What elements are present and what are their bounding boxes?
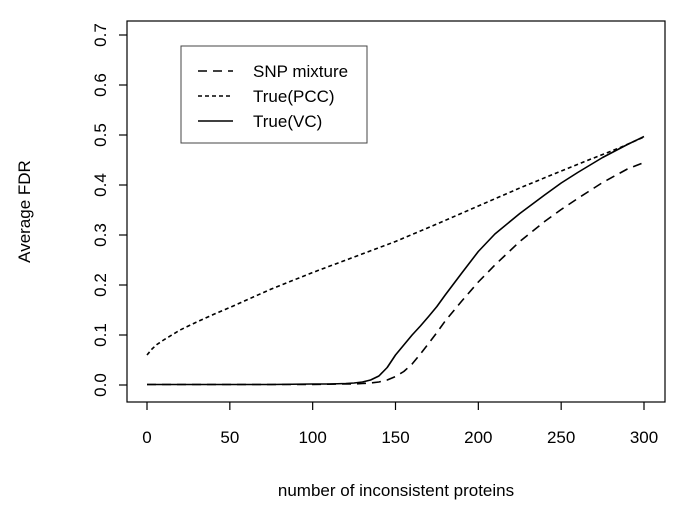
legend-label: True(VC) — [253, 112, 322, 131]
x-axis: 0 50 100 150 200 250 300 number of inconsistent… — [142, 402, 658, 500]
x-tick-label: 50 — [220, 428, 239, 447]
y-tick-label: 0.0 — [91, 373, 110, 397]
y-tick-label: 0.6 — [91, 73, 110, 97]
series-line-snp-mixture — [147, 161, 645, 386]
legend-item: True(PCC) — [198, 87, 335, 106]
series-lines — [146, 135, 645, 386]
series-line-true-pcc- — [146, 136, 645, 356]
legend-label: SNP mixture — [253, 62, 348, 81]
y-tick-label: 0.4 — [91, 173, 110, 197]
y-axis-title: Average FDR — [15, 160, 34, 263]
x-tick-label: 150 — [381, 428, 409, 447]
y-tick-label: 0.5 — [91, 123, 110, 147]
legend-item: SNP mixture — [198, 62, 348, 81]
legend-item: True(VC) — [198, 112, 322, 131]
y-tick-label: 0.2 — [91, 273, 110, 297]
x-tick-label: 0 — [142, 428, 151, 447]
y-axis: 0.0 0.1 0.2 0.3 0.4 0.5 0.6 0.7 Average FDR — [15, 23, 127, 397]
x-tick-label: 250 — [547, 428, 575, 447]
legend-box — [180, 45, 368, 144]
y-tick-label: 0.3 — [91, 223, 110, 247]
series-line-true-vc- — [147, 135, 645, 386]
legend: SNP mixture True(PCC) True(VC) — [180, 45, 368, 144]
y-tick-label: 0.1 — [91, 323, 110, 347]
x-tick-label: 200 — [464, 428, 492, 447]
x-tick-label: 300 — [630, 428, 658, 447]
x-tick-label: 100 — [298, 428, 326, 447]
y-tick-label: 0.7 — [91, 23, 110, 47]
legend-label: True(PCC) — [253, 87, 335, 106]
x-axis-title: number of inconsistent proteins — [278, 481, 514, 500]
